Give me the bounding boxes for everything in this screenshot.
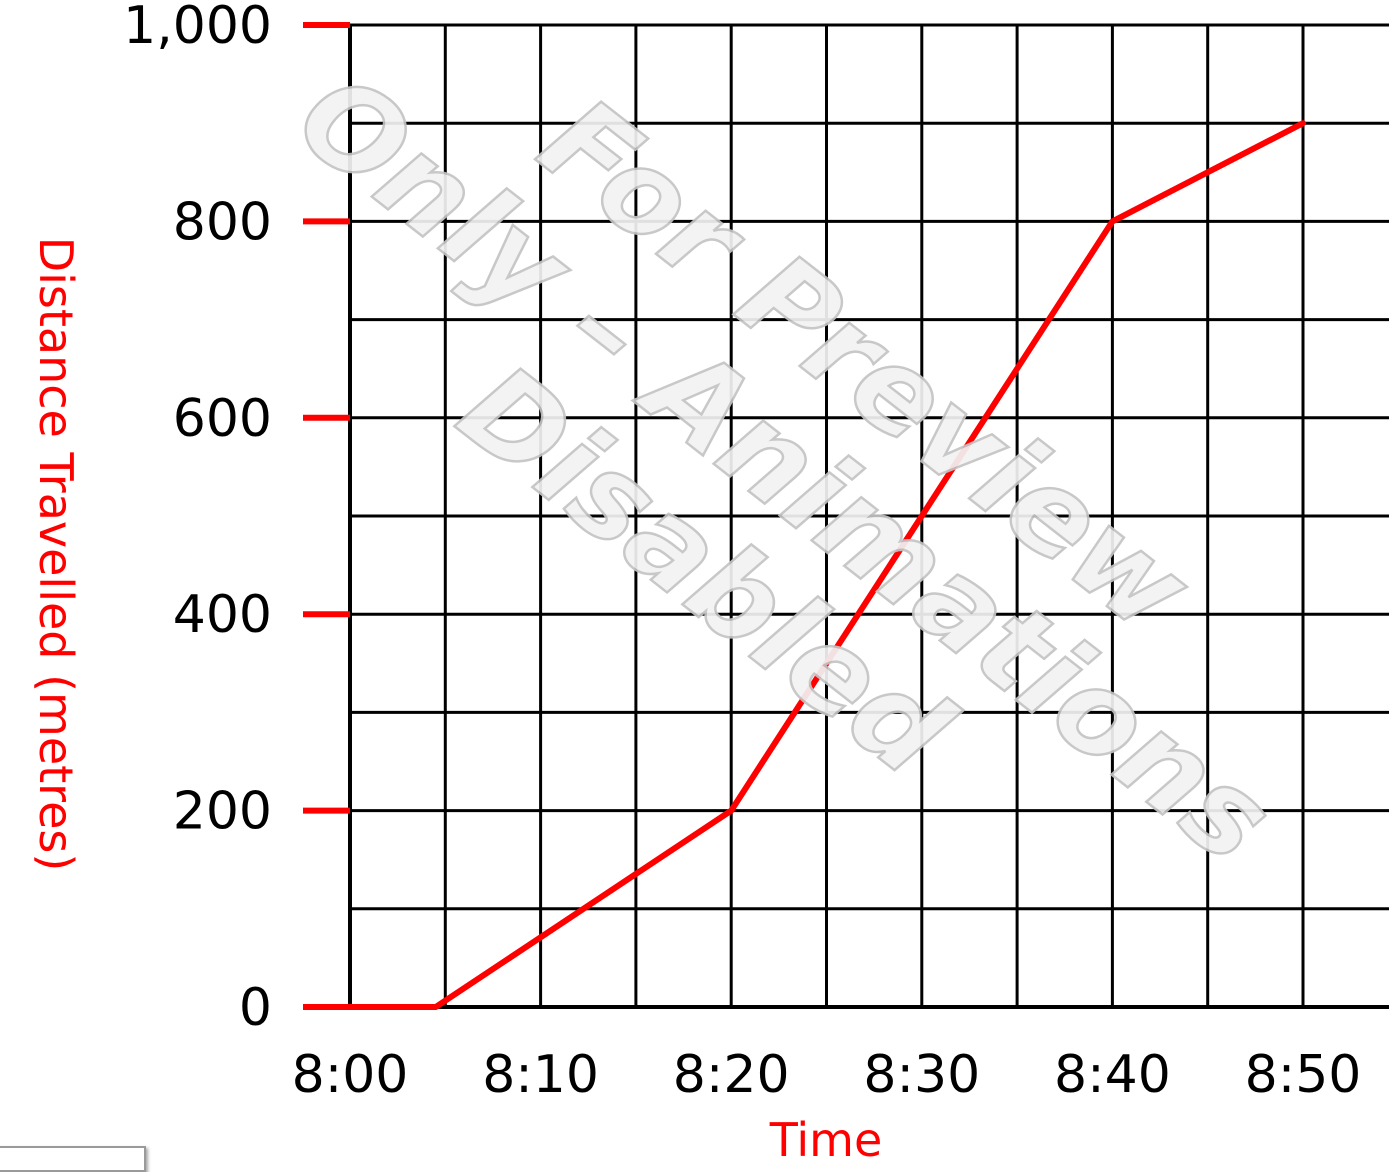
tick-labels: 0 200 400 600 800 1,000 8:00 8:10 8:20 8:30 8:40 8:… xyxy=(123,0,1361,1105)
x-axis-title: Time xyxy=(769,1113,883,1166)
x-tick-label-2: 8:20 xyxy=(673,1045,790,1105)
y-tick-label-2: 400 xyxy=(173,585,272,645)
x-tick-label-5: 8:50 xyxy=(1245,1045,1362,1105)
y-tick-label-4: 800 xyxy=(173,192,272,252)
y-tick-label-5: 1,000 xyxy=(123,0,272,56)
x-tick-label-3: 8:30 xyxy=(863,1045,980,1105)
slide-navigation-widget[interactable] xyxy=(0,1146,146,1172)
axis-ticks xyxy=(303,22,350,1010)
series xyxy=(347,120,1306,1010)
x-tick-label-0: 8:00 xyxy=(292,1045,409,1105)
grid xyxy=(348,23,1389,1009)
x-tick-label-1: 8:10 xyxy=(482,1045,599,1105)
series-line-0 xyxy=(347,120,1306,1010)
y-tick-label-1: 200 xyxy=(173,782,272,842)
y-tick-label-0: 0 xyxy=(239,978,272,1038)
y-tick-label-3: 600 xyxy=(173,389,272,449)
x-tick-label-4: 8:40 xyxy=(1054,1045,1171,1105)
y-axis-title: Distance Travelled (metres) xyxy=(29,237,83,872)
